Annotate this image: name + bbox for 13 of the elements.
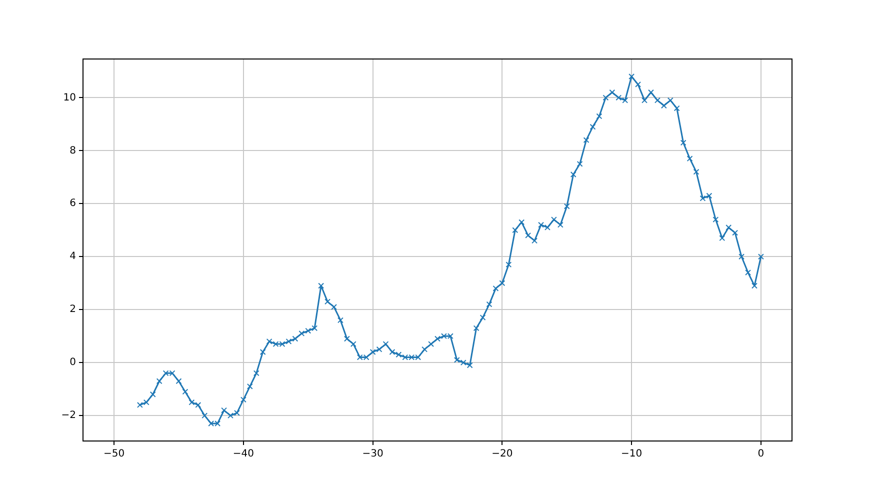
x-tick-label: −50 [103, 448, 125, 460]
y-tick-label: 2 [70, 304, 76, 316]
y-tick-label: 6 [70, 198, 76, 210]
y-tick-label: −2 [61, 410, 76, 422]
x-tick-label: −40 [232, 448, 254, 460]
y-tick-label: 0 [70, 357, 76, 368]
x-tick-label: −30 [362, 448, 384, 460]
x-tick-label: −10 [621, 448, 642, 460]
x-tick-label: 0 [758, 448, 764, 460]
x-tick-label: −20 [492, 448, 513, 460]
y-tick-label: 4 [70, 251, 76, 262]
y-tick-label: 8 [70, 145, 76, 156]
y-tick-label: 10 [63, 92, 76, 104]
